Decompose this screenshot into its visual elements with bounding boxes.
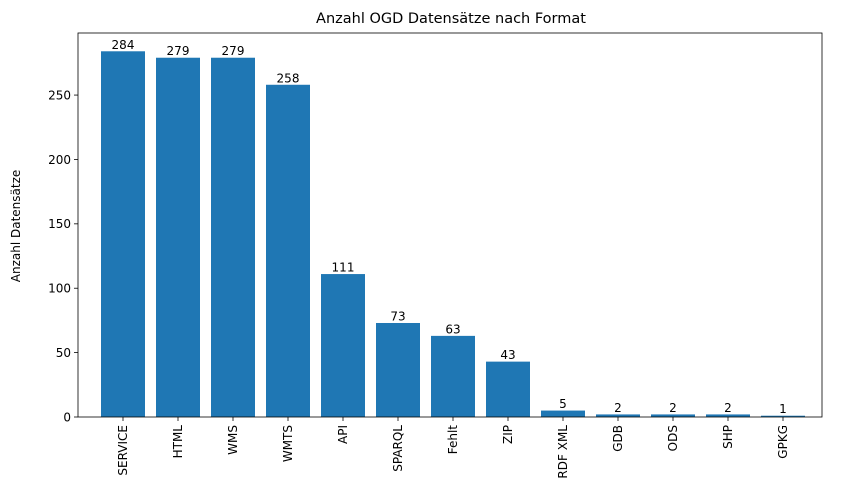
y-tick-label: 50 — [56, 346, 71, 360]
y-tick-label: 200 — [48, 153, 71, 167]
y-tick-label: 100 — [48, 282, 71, 296]
x-tick-label: API — [336, 425, 350, 444]
y-tick-label: 150 — [48, 217, 71, 231]
bars-group: 284 279 279 258 111 73 63 43 5 2 2 2 1 — [101, 38, 805, 418]
x-tick-label: WMTS — [281, 425, 295, 462]
y-tick-label: 250 — [48, 88, 71, 102]
x-tick-label: WMS — [226, 425, 240, 455]
bar-service — [101, 51, 145, 418]
bar-sparql — [376, 322, 420, 417]
data-label: 2 — [724, 401, 732, 415]
data-label: 258 — [277, 71, 300, 85]
data-label: 284 — [112, 38, 135, 52]
x-tick-label: HTML — [171, 425, 185, 459]
bar-zip — [486, 361, 530, 417]
bar-gpkg — [761, 415, 805, 417]
axes-frame — [77, 32, 823, 418]
data-label: 5 — [559, 397, 567, 411]
bar-html — [156, 57, 200, 418]
bar-rdf-xml — [541, 410, 585, 417]
chart-title: Anzahl OGD Datensätze nach Format — [316, 11, 586, 27]
data-label: 2 — [614, 401, 622, 415]
y-tick-labels: 0 50 100 150 200 250 — [48, 88, 78, 424]
x-tick-label: ODS — [666, 425, 680, 451]
bar-fehlt — [431, 335, 475, 417]
bar-api — [321, 274, 365, 417]
y-axis-label: Anzahl Datensätze — [9, 170, 23, 283]
bar-gdb — [596, 414, 640, 417]
bar-wms — [211, 57, 255, 418]
data-label: 279 — [167, 44, 190, 58]
data-label: 73 — [390, 309, 405, 323]
plot-frame — [77, 32, 823, 418]
x-tick-label: ZIP — [501, 425, 515, 444]
x-tick-label: GPKG — [776, 425, 790, 459]
y-tick-label: 0 — [63, 410, 71, 424]
x-tick-label: RDF XML — [556, 425, 570, 479]
x-tick-label: SPARQL — [391, 425, 405, 472]
bar-shp — [706, 414, 750, 417]
data-label: 1 — [779, 402, 787, 416]
data-label: 279 — [222, 44, 245, 58]
bar-wmts — [266, 84, 310, 417]
data-label: 2 — [669, 401, 677, 415]
x-tick-label: Fehlt — [446, 425, 460, 455]
x-tick-label: SHP — [721, 425, 735, 449]
x-tick-label: GDB — [611, 425, 625, 452]
x-tick-labels: SERVICE HTML WMS WMTS API SPARQL Fehlt ZIP RDF X… — [116, 417, 790, 479]
data-label: 111 — [332, 261, 355, 275]
x-tick-label: SERVICE — [116, 425, 130, 476]
data-label: 43 — [500, 348, 515, 362]
data-label: 63 — [445, 322, 460, 336]
bar-ods — [651, 414, 695, 417]
